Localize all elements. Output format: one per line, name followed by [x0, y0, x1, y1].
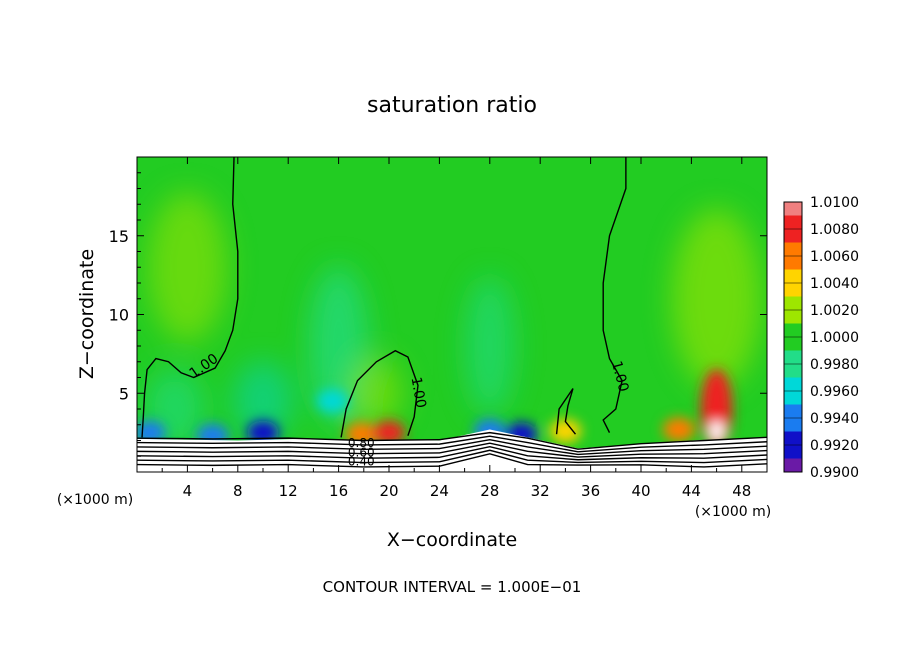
x-tick-label: 16	[329, 482, 348, 500]
terrain-contour	[137, 431, 767, 450]
x-tick-label: 28	[480, 482, 499, 500]
x-axis: 4 8 12 16 20 24 28 32 36 40 44 48	[161, 157, 768, 500]
colorbar-swatch	[784, 202, 802, 216]
contour-line	[340, 349, 419, 438]
chart-title: saturation ratio	[367, 93, 537, 118]
colorbar-swatch	[784, 458, 802, 472]
plot-field	[137, 157, 767, 472]
terrain-contour	[137, 449, 767, 464]
x-tick-label: 40	[631, 482, 650, 500]
x-tick-label: 4	[183, 482, 193, 500]
x-tick-label: 20	[379, 482, 398, 500]
colorbar-label: 1.0020	[810, 303, 859, 319]
field-patch	[464, 276, 515, 416]
contour-line	[602, 157, 627, 433]
field-feature	[708, 421, 725, 442]
x-tick-label: 36	[581, 482, 600, 500]
colorbar-label: 0.9940	[810, 411, 859, 427]
contour-label: 1.00	[408, 376, 429, 409]
field-patch	[233, 361, 293, 442]
contour-interval-note: CONTOUR INTERVAL = 1.000E−01	[323, 578, 582, 596]
x-unit-right: (×1000 m)	[695, 504, 771, 520]
x-tick-label: 32	[531, 482, 550, 500]
colorbar-label: 1.0000	[810, 330, 859, 346]
y-tick-label: 10	[109, 306, 129, 325]
contour-lines: 1.001.00 1.000.800.600.40	[137, 157, 767, 469]
contour-label: 0.40	[348, 455, 375, 469]
terrain-contour	[137, 446, 767, 461]
terrain-contour	[137, 435, 767, 453]
colorbar-label: 1.0100	[810, 195, 859, 211]
y-axis: 5 10 15	[109, 172, 767, 457]
y-axis-label: Z−coordinate	[76, 249, 98, 379]
field-feature	[700, 369, 733, 449]
x-tick-label: 44	[682, 482, 701, 500]
field-feature	[662, 417, 695, 442]
y-tick-label: 5	[119, 384, 129, 403]
field-feature	[316, 389, 349, 414]
colorbar-label: 1.0080	[810, 222, 859, 238]
colorbar-label: 0.9980	[810, 357, 859, 373]
contour-line	[141, 157, 239, 438]
terrain-contour	[137, 442, 767, 458]
contour-label: 1.00	[608, 359, 632, 393]
x-tick-label: 12	[279, 482, 298, 500]
colorbar: 1.0100 1.0080 1.0060 1.0040 1.0020 1.0000 0.99…	[783, 195, 859, 481]
field-patch	[350, 357, 403, 430]
x-unit-left: (×1000 m)	[57, 492, 133, 508]
contour-label: 0.60	[348, 445, 375, 459]
x-tick-label: 48	[732, 482, 751, 500]
colorbar-label: 1.0040	[810, 276, 859, 292]
y-tick-label: 15	[109, 227, 129, 246]
terrain-contour	[137, 453, 767, 468]
x-tick-label: 8	[233, 482, 243, 500]
contour-line	[555, 388, 577, 435]
colorbar-label: 0.9900	[810, 465, 859, 481]
colorbar-label: 0.9920	[810, 438, 859, 454]
colorbar-label: 0.9960	[810, 384, 859, 400]
field-patch	[671, 208, 762, 389]
field-feature	[373, 420, 405, 445]
colorbar-label: 1.0060	[810, 249, 859, 265]
x-axis-label: X−coordinate	[387, 529, 517, 551]
contour-label: 0.80	[348, 436, 375, 450]
field-patch	[147, 192, 228, 343]
x-tick-label: 24	[430, 482, 449, 500]
terrain-contour	[137, 438, 767, 456]
